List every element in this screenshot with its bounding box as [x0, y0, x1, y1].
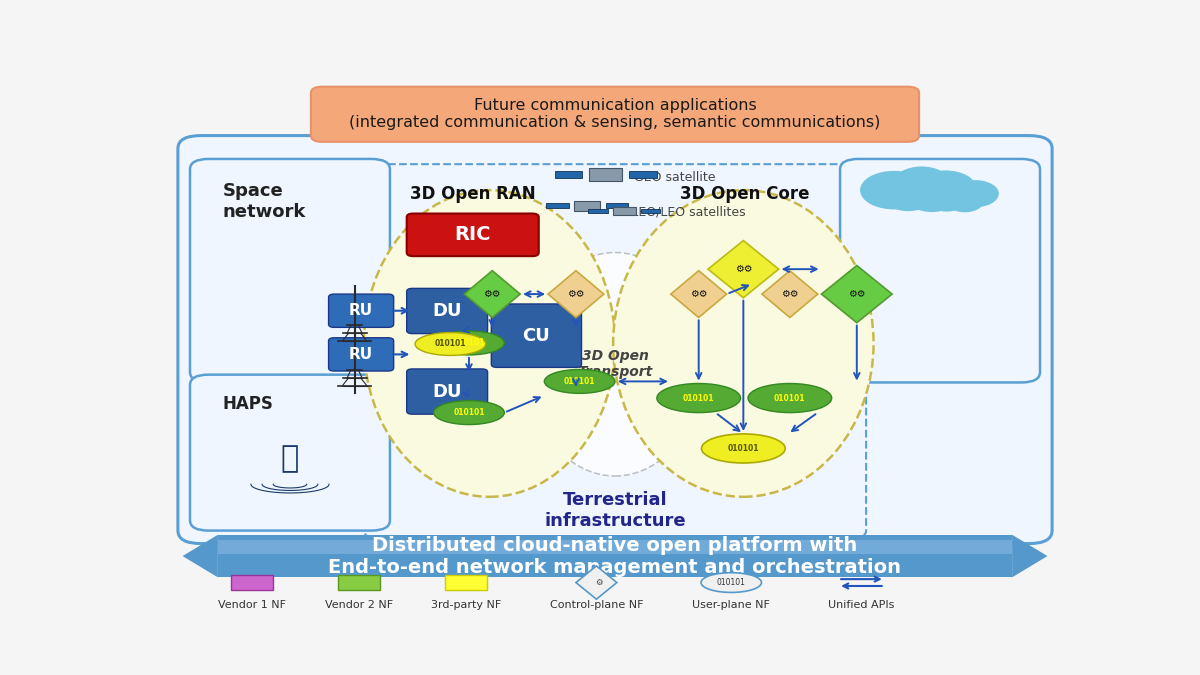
- Text: HAPS: HAPS: [222, 396, 274, 414]
- FancyBboxPatch shape: [190, 159, 390, 383]
- Text: 010101: 010101: [716, 578, 745, 587]
- Text: Space
network: Space network: [222, 182, 306, 221]
- FancyBboxPatch shape: [329, 294, 394, 327]
- Polygon shape: [548, 271, 604, 317]
- Bar: [606, 203, 628, 208]
- Ellipse shape: [702, 434, 785, 463]
- Polygon shape: [576, 566, 617, 599]
- Circle shape: [947, 191, 983, 211]
- Text: Vendor 2 NF: Vendor 2 NF: [325, 599, 394, 610]
- Text: ⚙⚙: ⚙⚙: [690, 289, 708, 299]
- Text: 010101: 010101: [564, 377, 595, 386]
- Polygon shape: [182, 535, 218, 577]
- Text: 010101: 010101: [454, 408, 485, 417]
- Bar: [588, 209, 608, 213]
- Ellipse shape: [415, 333, 486, 356]
- Polygon shape: [708, 240, 779, 298]
- FancyBboxPatch shape: [178, 136, 1052, 543]
- Ellipse shape: [527, 252, 703, 476]
- Polygon shape: [218, 540, 1012, 554]
- Polygon shape: [671, 271, 727, 317]
- FancyBboxPatch shape: [407, 213, 539, 256]
- Text: 🚁: 🚁: [281, 443, 299, 472]
- Polygon shape: [464, 271, 520, 317]
- Text: 010101: 010101: [774, 394, 805, 402]
- Text: ⚙⚙: ⚙⚙: [568, 289, 584, 299]
- Text: Future communication applications
(integrated communication & sensing, semantic : Future communication applications (integ…: [349, 98, 881, 130]
- Bar: [629, 171, 656, 178]
- Circle shape: [916, 171, 976, 205]
- FancyBboxPatch shape: [329, 338, 394, 371]
- Text: RU: RU: [349, 347, 373, 362]
- Text: Unified APIs: Unified APIs: [828, 599, 895, 610]
- Ellipse shape: [433, 331, 504, 355]
- Text: DU: DU: [432, 302, 462, 320]
- FancyBboxPatch shape: [840, 159, 1040, 383]
- Bar: [641, 209, 660, 213]
- Ellipse shape: [656, 383, 740, 412]
- Text: ⚙⚙: ⚙⚙: [734, 264, 752, 274]
- Text: Distributed cloud-native open platform with
End-to-end network management and or: Distributed cloud-native open platform w…: [329, 535, 901, 576]
- Polygon shape: [762, 271, 817, 317]
- Ellipse shape: [433, 401, 504, 425]
- Text: 010101: 010101: [454, 338, 485, 348]
- Circle shape: [930, 192, 964, 211]
- Text: Vendor 1 NF: Vendor 1 NF: [218, 599, 287, 610]
- Bar: [589, 168, 623, 181]
- Bar: [445, 575, 487, 591]
- Text: 010101: 010101: [434, 340, 466, 348]
- Text: Cloud: Cloud: [868, 182, 930, 201]
- FancyBboxPatch shape: [311, 86, 919, 142]
- Text: 3D Open RAN: 3D Open RAN: [410, 185, 536, 203]
- Text: 3rd-party NF: 3rd-party NF: [431, 599, 502, 610]
- Polygon shape: [1012, 535, 1048, 577]
- Text: ⚙⚙: ⚙⚙: [848, 289, 865, 299]
- Text: User-plane NF: User-plane NF: [692, 599, 770, 610]
- Circle shape: [895, 167, 948, 197]
- Circle shape: [908, 185, 955, 211]
- Text: ⚙⚙: ⚙⚙: [484, 289, 500, 299]
- Circle shape: [886, 186, 930, 211]
- Text: 010101: 010101: [683, 394, 714, 402]
- Text: ⚙: ⚙: [595, 578, 602, 587]
- Text: CU: CU: [522, 327, 551, 345]
- Ellipse shape: [701, 572, 762, 593]
- Ellipse shape: [748, 383, 832, 412]
- Text: 3D Open Core: 3D Open Core: [680, 185, 810, 203]
- Circle shape: [936, 178, 978, 200]
- Bar: [574, 200, 600, 211]
- FancyBboxPatch shape: [491, 304, 582, 367]
- Ellipse shape: [613, 190, 874, 497]
- Text: Terrestrial
infrastructure: Terrestrial infrastructure: [544, 491, 686, 531]
- FancyBboxPatch shape: [407, 369, 487, 414]
- Text: 010101: 010101: [727, 444, 760, 453]
- Circle shape: [860, 171, 928, 209]
- Bar: [232, 575, 274, 591]
- FancyBboxPatch shape: [190, 375, 390, 531]
- Text: Control-plane NF: Control-plane NF: [550, 599, 643, 610]
- Circle shape: [911, 181, 961, 209]
- Text: 3D Open
Transport: 3D Open Transport: [577, 349, 653, 379]
- Bar: [612, 207, 636, 215]
- Polygon shape: [822, 265, 892, 323]
- Text: RIC: RIC: [455, 225, 491, 244]
- Text: GEO satellite: GEO satellite: [634, 171, 715, 184]
- Ellipse shape: [364, 190, 616, 497]
- Ellipse shape: [545, 369, 616, 394]
- Text: RU: RU: [349, 303, 373, 318]
- Polygon shape: [218, 535, 1012, 577]
- Text: ⚙⚙: ⚙⚙: [781, 289, 798, 299]
- Circle shape: [952, 181, 998, 207]
- Bar: [338, 575, 380, 591]
- Bar: [554, 171, 582, 178]
- Bar: [546, 203, 569, 208]
- Text: vLEO/LEO satellites: vLEO/LEO satellites: [624, 205, 746, 219]
- FancyBboxPatch shape: [407, 288, 487, 333]
- Text: DU: DU: [432, 383, 462, 400]
